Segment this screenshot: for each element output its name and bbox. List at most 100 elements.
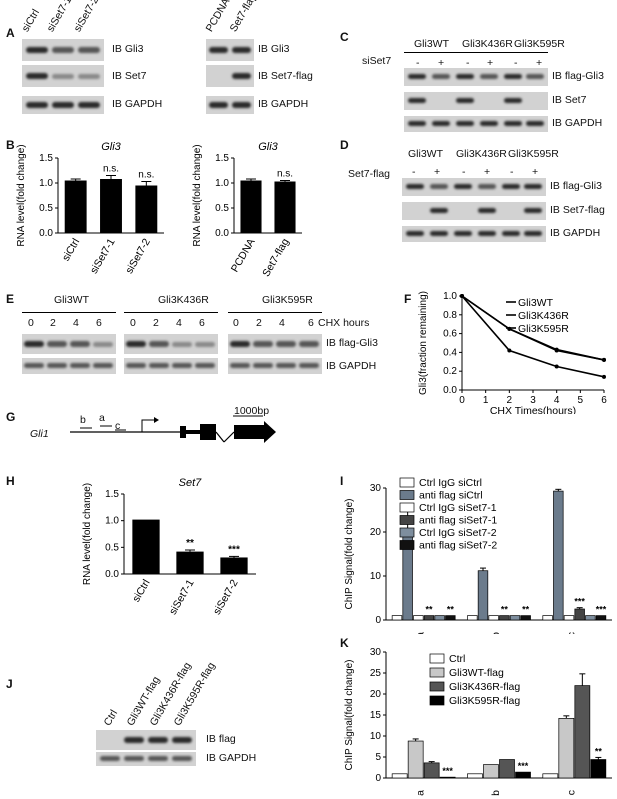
y-tick-label: 25 [370, 668, 382, 679]
significance-label: *** [228, 544, 240, 555]
panel-label-f: F [404, 292, 412, 306]
chart-k: ChIP Signal(fold change) 0 5 10 15 20 25 30 *** a… [344, 647, 612, 796]
panel-label-h: H [6, 474, 15, 488]
bar [563, 615, 575, 621]
bar [515, 771, 531, 779]
treatment-label: Set7-flag [348, 168, 391, 180]
y-tick-label: 0.2 [443, 366, 457, 377]
lane-label: Ctrl [101, 707, 121, 728]
x-tick-label: a [415, 790, 427, 796]
chart-b-left: Gli3 RNA level(fold change) 0.0 0.5 1.0 1.5 si… [16, 141, 164, 276]
x-tick-label: Set7-flag [260, 236, 291, 278]
sign-minus: - [412, 166, 416, 178]
panel-label-e: E [6, 292, 15, 306]
bar [413, 615, 424, 621]
significance-label: *** [596, 605, 607, 615]
y-tick-label: 0 [375, 773, 381, 784]
bar [240, 180, 262, 233]
x-tick-label: 6 [601, 395, 607, 406]
blot-label: IB Gli3 [258, 43, 290, 55]
legend-label: Ctrl IgG siCtrl [419, 477, 482, 489]
y-axis-label: ChIP Signal(fold change) [344, 499, 355, 610]
legend-swatch [429, 653, 445, 664]
y-tick-label: 10 [370, 571, 382, 582]
blot-label: IB flag-Gli3 [326, 337, 378, 349]
blot-flag-gli3 [402, 178, 546, 196]
y-tick-label: 30 [370, 483, 382, 494]
site-label: a [99, 412, 105, 424]
panel-label-b: B [6, 138, 15, 152]
legend-swatch [399, 515, 415, 525]
x-axis-label: CHX Times(hours) [490, 405, 576, 414]
y-tick-label: 0.0 [215, 228, 229, 239]
y-tick-label: 0.0 [39, 228, 53, 239]
x-tick-label: siSet7-1 [88, 236, 118, 275]
y-tick-label: 30 [370, 647, 382, 658]
x-tick-label: siCtrl [130, 578, 152, 605]
legend-label: Gli3K436R [518, 310, 569, 322]
blot-label: IB flag [206, 733, 236, 745]
blot-flag-gli3 [22, 334, 116, 354]
bar [483, 764, 499, 779]
bar [64, 180, 87, 233]
blot-label: IB GAPDH [112, 98, 163, 110]
blot-label: IB flag-Gli3 [552, 70, 604, 82]
significance-label: *** [442, 766, 453, 776]
significance-label: *** [574, 597, 585, 607]
time-label: 0 [233, 317, 239, 329]
x-tick-label: a [415, 632, 427, 634]
x-tick-label: 2 [507, 395, 513, 406]
y-tick-label: 1.5 [215, 153, 229, 164]
legend-label: Gli3WT [518, 297, 554, 309]
y-tick-label: 1.0 [215, 178, 229, 189]
blot-gapdh [402, 226, 546, 242]
bar [542, 773, 559, 779]
bar [574, 685, 591, 779]
blot-flag-gli3 [124, 334, 218, 354]
significance-label: ** [501, 605, 509, 615]
bar [423, 762, 440, 779]
lane-label: siSet7-2 [71, 0, 102, 34]
y-tick-label: 0 [375, 615, 381, 626]
legend-label: Ctrl IgG siSet7-2 [419, 527, 497, 539]
legend-swatch [399, 540, 415, 550]
y-tick-label: 0.6 [443, 329, 457, 340]
significance-label: ** [447, 605, 455, 615]
blot-label: IB Set7 [112, 70, 147, 82]
blot-label: IB Set7 [552, 94, 587, 106]
blot-gapdh [124, 358, 218, 374]
group-label: Gli3K595R [508, 148, 559, 160]
bar [132, 519, 160, 574]
x-tick-label: siSet7-1 [167, 577, 197, 616]
blot-gapdh [22, 96, 104, 114]
legend-swatch [399, 477, 415, 488]
bar [176, 551, 204, 574]
legend-swatch [399, 502, 415, 513]
blot-label: IB Set7-flag [258, 70, 313, 82]
bar [274, 181, 296, 233]
legend-swatch [429, 667, 445, 678]
bar [595, 615, 607, 621]
blot-gapdh [404, 116, 548, 132]
sign-plus: + [532, 166, 539, 178]
time-label: 2 [50, 317, 56, 329]
gene-diagram [70, 415, 276, 443]
bar [509, 615, 521, 621]
bar [499, 759, 515, 779]
y-tick-label: 0.5 [39, 203, 53, 214]
chart-title: Gli3 [101, 141, 121, 153]
blot-gli3 [22, 39, 104, 61]
y-tick-label: 1.5 [105, 489, 119, 500]
bar [520, 615, 531, 621]
y-tick-label: 1.0 [443, 291, 457, 302]
group-label: Gli3WT [54, 294, 89, 306]
site-label: c [115, 420, 121, 432]
sign-plus: + [434, 166, 441, 178]
x-tick-label: 0 [459, 395, 465, 406]
group-label: Gli3K436R [158, 294, 209, 306]
scale-label: 1000bp [234, 405, 270, 417]
blot-gli3 [206, 39, 254, 61]
group-label: Gli3K595R [514, 38, 565, 50]
y-tick-label: 1.0 [105, 516, 119, 527]
y-tick-label: 20 [370, 689, 382, 700]
